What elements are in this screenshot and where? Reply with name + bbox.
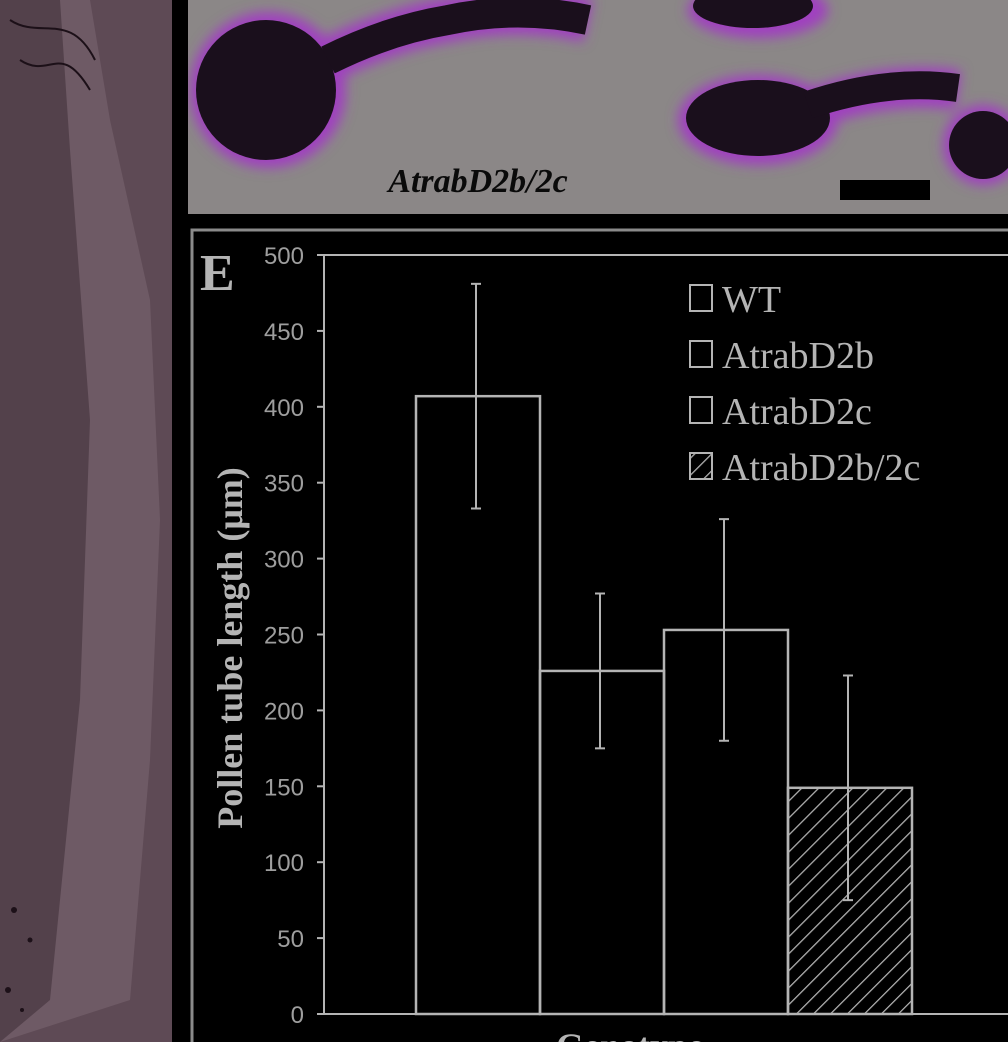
y-tick-label: 400	[264, 395, 304, 422]
chart-frame	[190, 228, 1008, 1042]
x-axis-label: Genotype	[556, 1026, 704, 1042]
legend-swatch	[689, 396, 713, 424]
y-tick-label: 50	[277, 926, 304, 953]
left-strip-speck	[11, 907, 17, 913]
micrograph-genotype-label: AtrabD2b/2c	[386, 163, 567, 200]
legend-entry-label: WT	[722, 279, 781, 321]
left-strip-shadow	[0, 0, 90, 1042]
legend-swatch	[689, 452, 713, 480]
y-tick-label: 0	[291, 1002, 304, 1029]
left-strip-speck	[27, 937, 33, 943]
legend-swatch	[689, 340, 713, 368]
y-axis-label: Pollen tube length (μm)	[210, 467, 250, 828]
legend-entry-label: AtrabD2b/2c	[722, 447, 920, 489]
legend-swatch	[689, 284, 713, 312]
pollen-tubes	[196, 0, 1008, 179]
left-strip-speck	[5, 987, 11, 993]
y-tick-label: 350	[264, 471, 304, 498]
left-micrograph-strip	[0, 0, 172, 1042]
y-tick-label: 150	[264, 774, 304, 801]
left-strip-speck	[20, 1008, 24, 1012]
y-tick-label: 250	[264, 623, 304, 650]
pollen-tube-micrograph: AtrabD2b/2c	[188, 0, 1008, 214]
legend: WT AtrabD2b AtrabD2c AtrabD2b/2c	[689, 279, 920, 489]
pollen-tube-length-chart: E 0 50 100 150 200 250 300 350 400 450 500 WT Atrab…	[190, 228, 1008, 1042]
y-tick-label: 300	[264, 547, 304, 574]
y-tick-label: 200	[264, 698, 304, 725]
y-tick-label: 100	[264, 850, 304, 877]
y-tick-label: 500	[264, 243, 304, 270]
legend-entry-label: AtrabD2b	[722, 335, 874, 377]
error-bars	[471, 282, 853, 902]
panel-label: E	[200, 245, 235, 302]
left-strip-fibers	[9, 19, 96, 91]
y-tick-label: 450	[264, 319, 304, 346]
legend-entry-label: AtrabD2c	[722, 391, 872, 433]
scale-bar	[840, 180, 930, 200]
